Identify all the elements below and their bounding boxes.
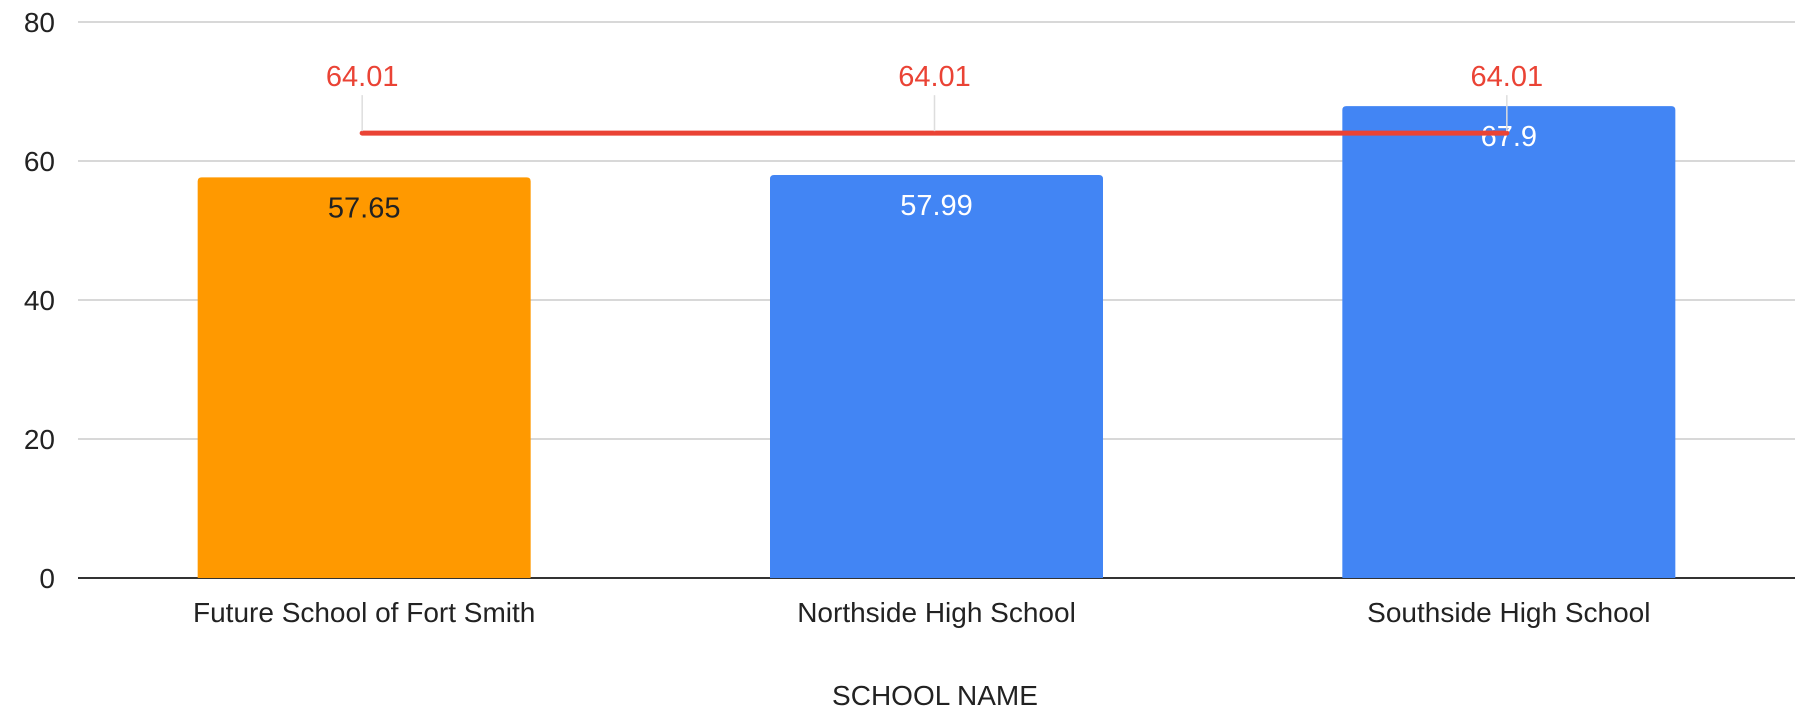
y-tick-label: 20: [24, 424, 55, 455]
bar-value-label: 57.99: [900, 190, 973, 222]
y-tick-label: 60: [24, 146, 55, 177]
x-axis-categories: Future School of Fort Smith Northside Hig…: [193, 597, 1650, 628]
y-axis-ticks: 0 20 40 60 80: [24, 7, 55, 594]
x-category-label: Future School of Fort Smith: [193, 597, 535, 628]
bar-3: [1342, 106, 1676, 578]
y-tick-label: 0: [39, 563, 55, 594]
x-category-label: Southside High School: [1367, 597, 1650, 628]
bars: [197, 106, 1676, 579]
reference-value-label: 64.01: [326, 61, 399, 93]
bar-data-labels: 57.65 57.99 67.9: [328, 121, 1537, 224]
y-tick-label: 80: [24, 7, 55, 38]
x-category-label: Northside High School: [797, 597, 1076, 628]
x-axis-title: SCHOOL NAME: [832, 680, 1038, 711]
reference-value-label: 64.01: [1471, 61, 1544, 93]
bar-value-label: 57.65: [328, 192, 401, 224]
bar-value-label: 67.9: [1481, 121, 1537, 153]
bar-1: [197, 177, 531, 578]
bar-2: [770, 174, 1103, 579]
reference-line-group: 64.01 64.01 64.01: [326, 61, 1544, 136]
y-tick-label: 40: [24, 285, 55, 316]
reference-value-label: 64.01: [898, 61, 971, 93]
